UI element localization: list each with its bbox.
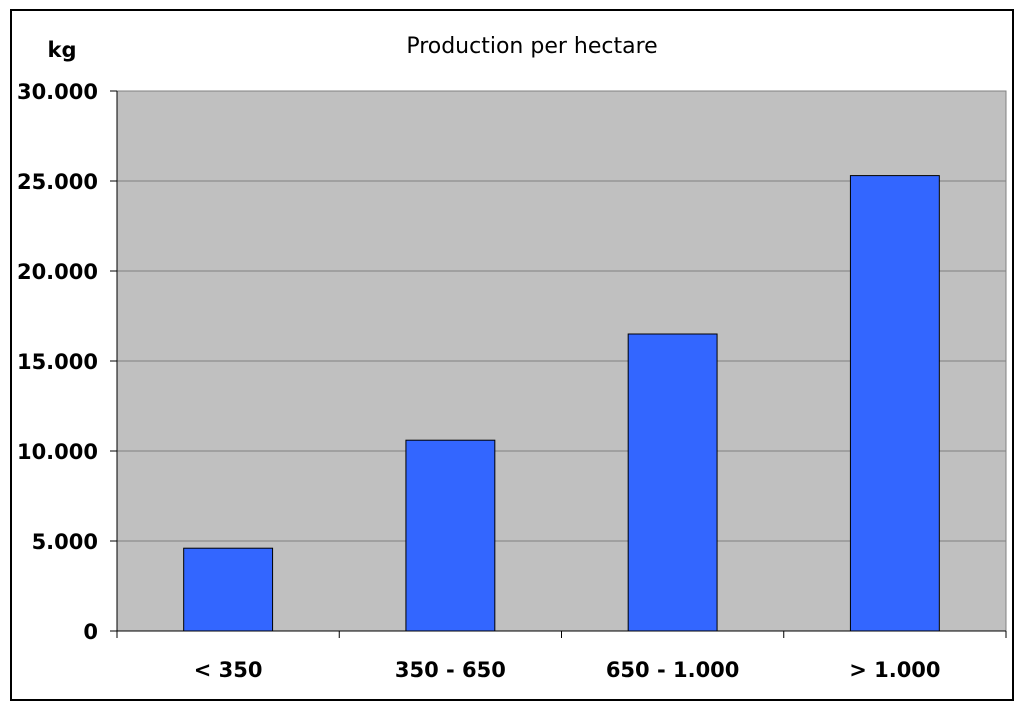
y-tick-label: 10.000: [17, 440, 98, 464]
y-tick-label: 25.000: [17, 170, 98, 194]
bar-4: [849, 175, 940, 632]
y-tick-label: 5.000: [32, 530, 98, 554]
bar-2: [405, 439, 496, 632]
bar-3: [627, 333, 718, 632]
chart-title: Production per hectare: [406, 34, 657, 59]
bars: [183, 175, 940, 632]
x-tick-label: > 1.000: [849, 658, 940, 682]
y-tick-label: 30.000: [17, 80, 98, 104]
bar-1: [183, 547, 274, 632]
x-tick-label: 650 - 1.000: [606, 658, 740, 682]
y-tick-label: 15.000: [17, 350, 98, 374]
y-axis-ticks: 0 5.000 10.000 15.000 20.000 25.000 30.000: [17, 80, 117, 644]
y-tick-label: 20.000: [17, 260, 98, 284]
x-axis-ticks: < 350 350 - 650 650 - 1.000 > 1.000: [116, 631, 1007, 682]
x-tick-label: < 350: [194, 658, 263, 682]
x-tick-label: 350 - 650: [395, 658, 506, 682]
y-unit-label: kg: [48, 38, 77, 62]
y-tick-label: 0: [83, 620, 98, 644]
